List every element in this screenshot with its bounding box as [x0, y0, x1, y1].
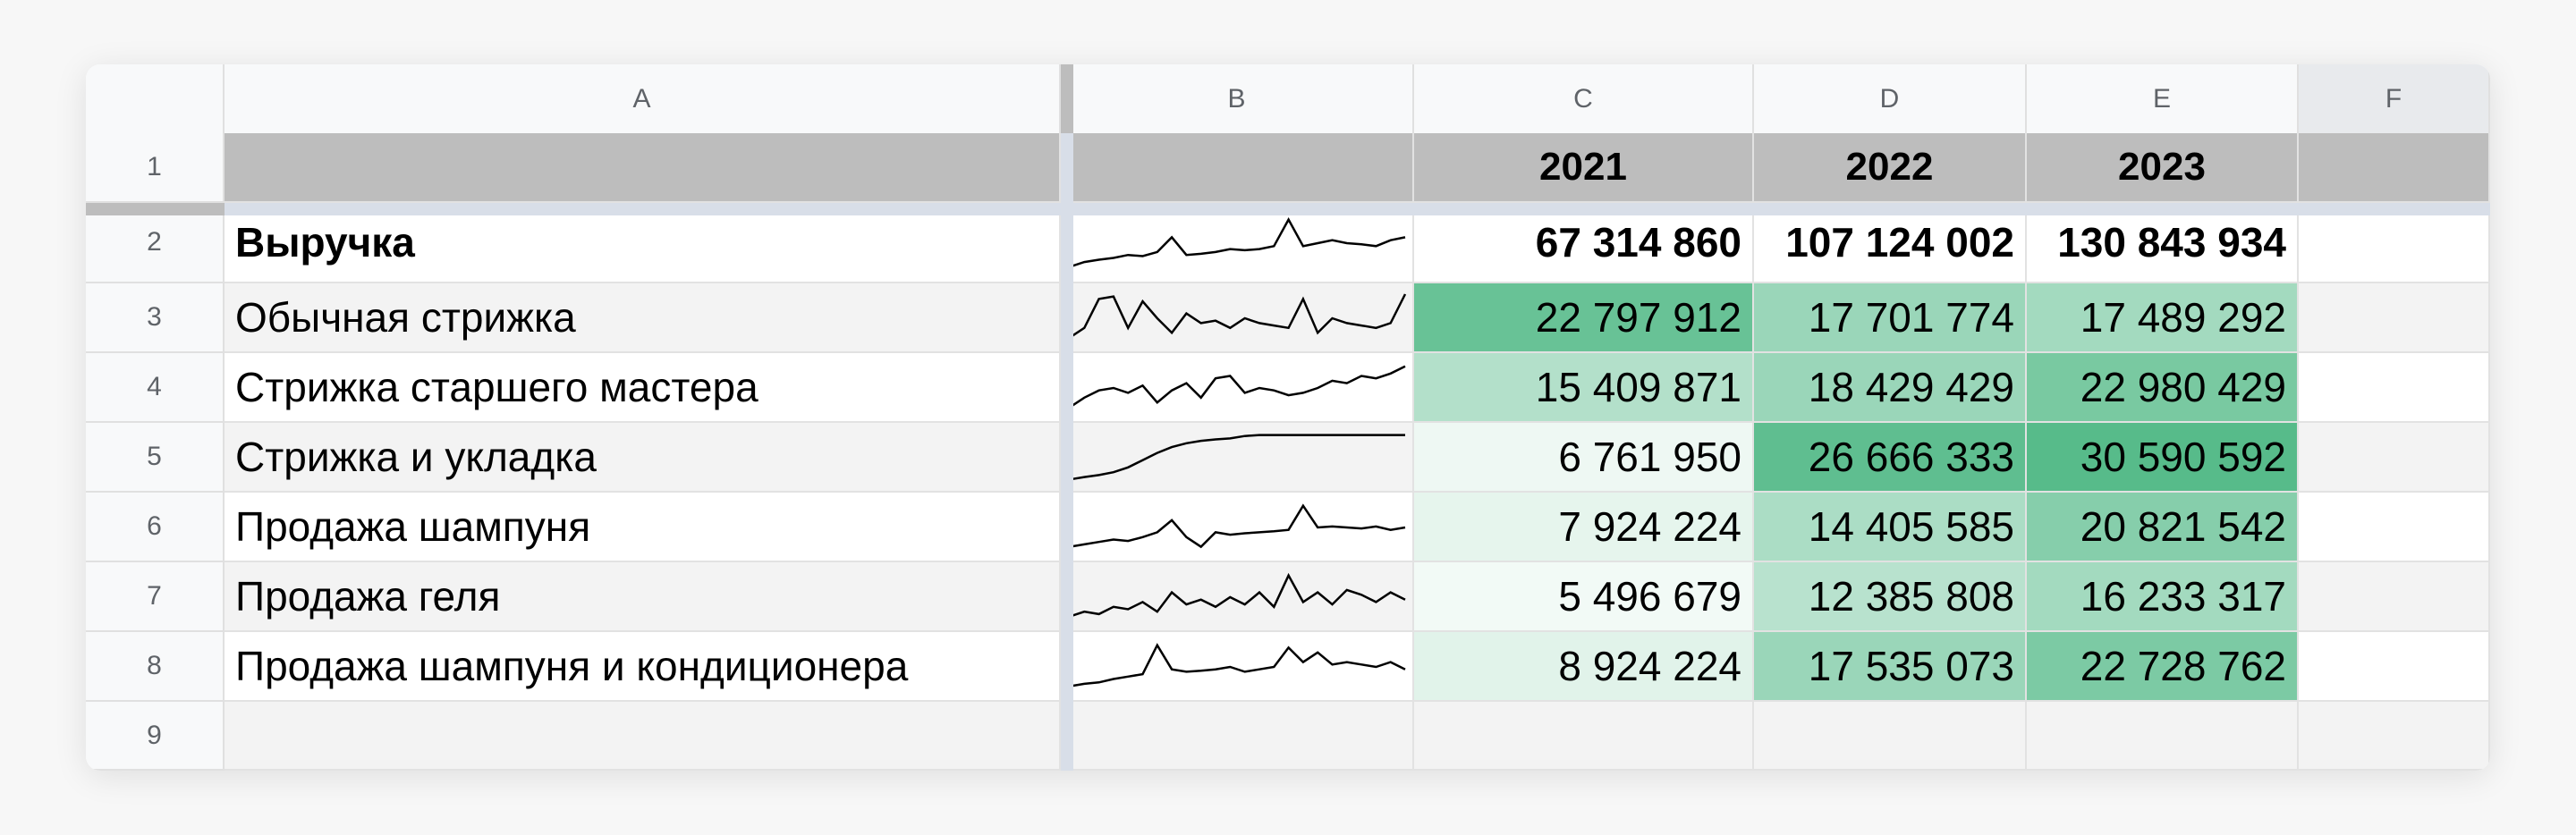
header-cell-a1[interactable]	[225, 133, 1061, 203]
cell-a4[interactable]: Стрижка старшего мастера	[225, 353, 1061, 423]
cell-c6[interactable]: 7 924 224	[1414, 493, 1754, 562]
cell-b5[interactable]	[1061, 423, 1414, 493]
row-header-7[interactable]: 7	[86, 562, 225, 632]
cell-e4[interactable]: 22 980 429	[2027, 353, 2299, 423]
cell-f6[interactable]	[2299, 493, 2490, 562]
cell-f2[interactable]	[2299, 203, 2490, 283]
column-header-b[interactable]: B	[1061, 64, 1414, 133]
column-header-c[interactable]: C	[1414, 64, 1754, 133]
cell-b6[interactable]	[1061, 493, 1414, 562]
header-cell-c1[interactable]: 2021	[1414, 133, 1754, 203]
sparkline-chart	[1069, 503, 1406, 549]
cell-e5[interactable]: 30 590 592	[2027, 423, 2299, 493]
cell-b7[interactable]	[1061, 562, 1414, 632]
header-cell-b1[interactable]	[1061, 133, 1414, 203]
cell-b8[interactable]	[1061, 632, 1414, 702]
cell-a2[interactable]: Выручка	[225, 203, 1061, 283]
cell-f4[interactable]	[2299, 353, 2490, 423]
cell-d5[interactable]: 26 666 333	[1754, 423, 2027, 493]
row-header-4[interactable]: 4	[86, 353, 225, 423]
header-cell-f1[interactable]	[2299, 133, 2490, 203]
sparkline-chart	[1069, 293, 1407, 339]
cell-a3[interactable]: Обычная стрижка	[225, 283, 1061, 353]
select-all-corner[interactable]	[86, 64, 225, 133]
cell-e7[interactable]: 16 233 317	[2027, 562, 2299, 632]
cell-d6[interactable]: 14 405 585	[1754, 493, 2027, 562]
sparkline-line	[1069, 572, 1406, 618]
cell-d4[interactable]: 18 429 429	[1754, 353, 2027, 423]
row-header-9[interactable]: 9	[86, 702, 225, 771]
freeze-h-bar[interactable]	[225, 203, 2490, 215]
cell-e2[interactable]: 130 843 934	[2027, 203, 2299, 283]
row-header-8[interactable]: 8	[86, 632, 225, 702]
header-cell-e1[interactable]: 2023	[2027, 133, 2299, 203]
sparkline-chart	[1069, 434, 1405, 481]
cell-c7[interactable]: 5 496 679	[1414, 562, 1754, 632]
row-header-1[interactable]: 1	[86, 133, 225, 203]
cell-b4[interactable]	[1061, 353, 1414, 423]
sparkline-chart	[1069, 572, 1406, 618]
cell-c4[interactable]: 15 409 871	[1414, 353, 1754, 423]
sparkline-line	[1069, 365, 1406, 409]
sparkline-line	[1069, 293, 1407, 339]
cell-d2[interactable]: 107 124 002	[1754, 203, 2027, 283]
cell-f3[interactable]	[2299, 283, 2490, 353]
cell-c5[interactable]: 6 761 950	[1414, 423, 1754, 493]
column-header-a[interactable]: A	[225, 64, 1061, 133]
cell-f8[interactable]	[2299, 632, 2490, 702]
sparkline-chart	[1069, 365, 1406, 409]
row-header-6[interactable]: 6	[86, 493, 225, 562]
cell-a5[interactable]: Стрижка и укладка	[225, 423, 1061, 493]
sparkline-line	[1069, 217, 1406, 268]
cell-c2[interactable]: 67 314 860	[1414, 203, 1754, 283]
row-header-5[interactable]: 5	[86, 423, 225, 493]
sparkline-chart	[1069, 217, 1406, 268]
column-header-strip	[86, 64, 2490, 133]
cell-e3[interactable]: 17 489 292	[2027, 283, 2299, 353]
cell-a8[interactable]: Продажа шампуня и кондиционера	[225, 632, 1061, 702]
cell-b3[interactable]	[1061, 283, 1414, 353]
cell-f9[interactable]	[2299, 702, 2490, 771]
sparkline-line	[1069, 643, 1406, 687]
cell-b2[interactable]	[1061, 203, 1414, 283]
column-header-d[interactable]: D	[1754, 64, 2027, 133]
cell-f5[interactable]	[2299, 423, 2490, 493]
header-cell-d1[interactable]: 2022	[1754, 133, 2027, 203]
cell-d9[interactable]	[1754, 702, 2027, 771]
sparkline-line	[1069, 434, 1405, 481]
cell-d3[interactable]: 17 701 774	[1754, 283, 2027, 353]
cell-d8[interactable]: 17 535 073	[1754, 632, 2027, 702]
cell-c8[interactable]: 8 924 224	[1414, 632, 1754, 702]
cell-c3[interactable]: 22 797 912	[1414, 283, 1754, 353]
cell-d7[interactable]: 12 385 808	[1754, 562, 2027, 632]
cell-a9[interactable]	[225, 702, 1061, 771]
cell-b9[interactable]	[1061, 702, 1414, 771]
cell-f7[interactable]	[2299, 562, 2490, 632]
spreadsheet-grid[interactable]: A B C D E F 1 2 3 4 5 6 7 8 9 2021 2022 2023 Выручка 67 314…	[86, 64, 2490, 771]
freeze-v-bar[interactable]	[1061, 64, 1073, 771]
cell-e6[interactable]: 20 821 542	[2027, 493, 2299, 562]
cell-a6[interactable]: Продажа шампуня	[225, 493, 1061, 562]
freeze-v-grip-bar[interactable]	[1061, 64, 1073, 133]
column-header-e[interactable]: E	[2027, 64, 2299, 133]
row-header-3[interactable]: 3	[86, 283, 225, 353]
cell-e8[interactable]: 22 728 762	[2027, 632, 2299, 702]
freeze-h-grip-bar[interactable]	[86, 203, 225, 215]
cell-c9[interactable]	[1414, 702, 1754, 771]
column-header-f[interactable]: F	[2299, 64, 2490, 133]
cell-a7[interactable]: Продажа геля	[225, 562, 1061, 632]
row-header-2[interactable]: 2	[86, 203, 225, 283]
sparkline-chart	[1069, 643, 1406, 687]
sparkline-line	[1069, 503, 1406, 549]
cell-e9[interactable]	[2027, 702, 2299, 771]
